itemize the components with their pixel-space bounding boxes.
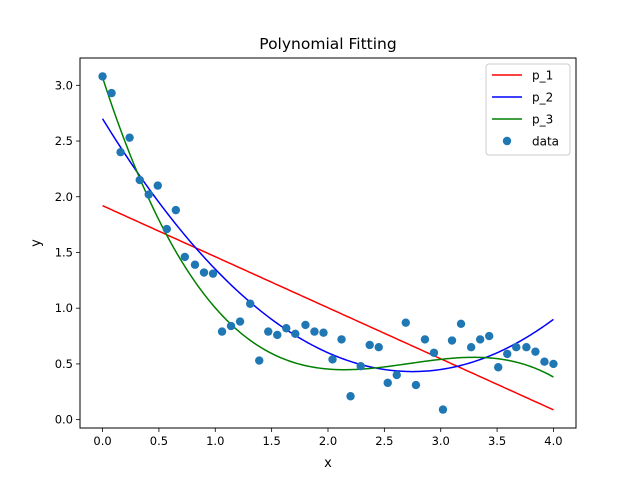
y-tick-label: 1.5 (55, 245, 73, 259)
x-tick-label: 0.0 (93, 434, 111, 448)
chart-title: Polynomial Fitting (259, 35, 396, 53)
legend-label: p_3 (532, 113, 553, 127)
data-point (456, 319, 466, 328)
data-point (98, 72, 107, 81)
y-axis-label: y (29, 239, 44, 247)
data-point (466, 343, 476, 352)
data-point (246, 299, 255, 308)
series-line-p-2 (101, 118, 554, 373)
data-point (549, 359, 558, 369)
x-axis-ticks: 0.0 0.5 1.0 1.5 2.0 2.5 3.0 3.5 4.0 (93, 428, 563, 448)
data-point (392, 370, 401, 380)
data-point (374, 343, 383, 352)
data-point (475, 335, 485, 344)
data-point (255, 356, 264, 365)
data-point (485, 331, 494, 341)
data-point (153, 181, 162, 190)
data-point (540, 357, 549, 366)
data-point (438, 405, 448, 414)
data-point (522, 343, 531, 352)
data-point (383, 378, 392, 388)
legend-label: p_1 (532, 69, 553, 83)
data-point (531, 347, 540, 356)
data-point (264, 327, 273, 336)
y-tick-label: 1.0 (55, 301, 73, 315)
x-axis-label: x (324, 456, 332, 471)
y-axis-ticks: 0.0 0.5 1.0 1.5 2.0 2.5 3.0 (55, 78, 80, 427)
data-point (171, 205, 181, 215)
series-line-p-1 (102, 204, 554, 411)
data-point (319, 328, 328, 337)
data-point (429, 348, 439, 357)
data-point (365, 340, 374, 350)
data-point (226, 321, 236, 331)
data-point (116, 147, 125, 157)
data-point (447, 336, 457, 345)
legend-label: p_2 (532, 91, 553, 105)
data-point (125, 133, 134, 142)
data-point (144, 190, 153, 199)
data-point (503, 349, 512, 359)
y-tick-label: 3.0 (55, 78, 73, 92)
x-tick-label: 4.0 (544, 434, 562, 448)
x-tick-label: 2.5 (375, 434, 393, 448)
data-point (346, 392, 355, 401)
data-point (208, 269, 218, 278)
data-point (107, 88, 116, 98)
data-point (162, 224, 171, 234)
data-point (199, 268, 209, 277)
plot-area (98, 72, 558, 414)
data-point (337, 335, 346, 344)
legend-swatch (502, 136, 512, 146)
x-tick-label: 3.0 (432, 434, 450, 448)
y-tick-label: 2.0 (55, 190, 73, 204)
data-point (282, 324, 291, 333)
x-tick-label: 0.5 (150, 434, 168, 448)
data-point (328, 355, 337, 364)
x-tick-label: 2.0 (319, 434, 337, 448)
y-tick-label: 0.0 (55, 413, 73, 427)
x-tick-label: 1.5 (262, 434, 280, 448)
data-point (512, 343, 521, 352)
x-tick-label: 1.0 (206, 434, 224, 448)
data-point (190, 260, 200, 269)
y-tick-label: 0.5 (55, 357, 73, 371)
y-tick-label: 2.5 (55, 134, 73, 148)
data-point (356, 361, 365, 371)
data-point (301, 320, 310, 330)
data-point (291, 329, 300, 339)
legend-label: data (532, 135, 559, 149)
data-point (310, 327, 319, 336)
legend-box (485, 63, 571, 156)
data-point (235, 317, 245, 326)
data-point (180, 252, 190, 262)
data-point (217, 327, 227, 336)
x-tick-label: 3.5 (488, 434, 506, 448)
data-point (494, 363, 503, 372)
data-point (411, 380, 421, 390)
data-point (401, 318, 410, 327)
data-point (135, 175, 144, 185)
series-line-p-3 (101, 77, 554, 378)
data-point (420, 335, 430, 344)
data-point (273, 330, 282, 340)
